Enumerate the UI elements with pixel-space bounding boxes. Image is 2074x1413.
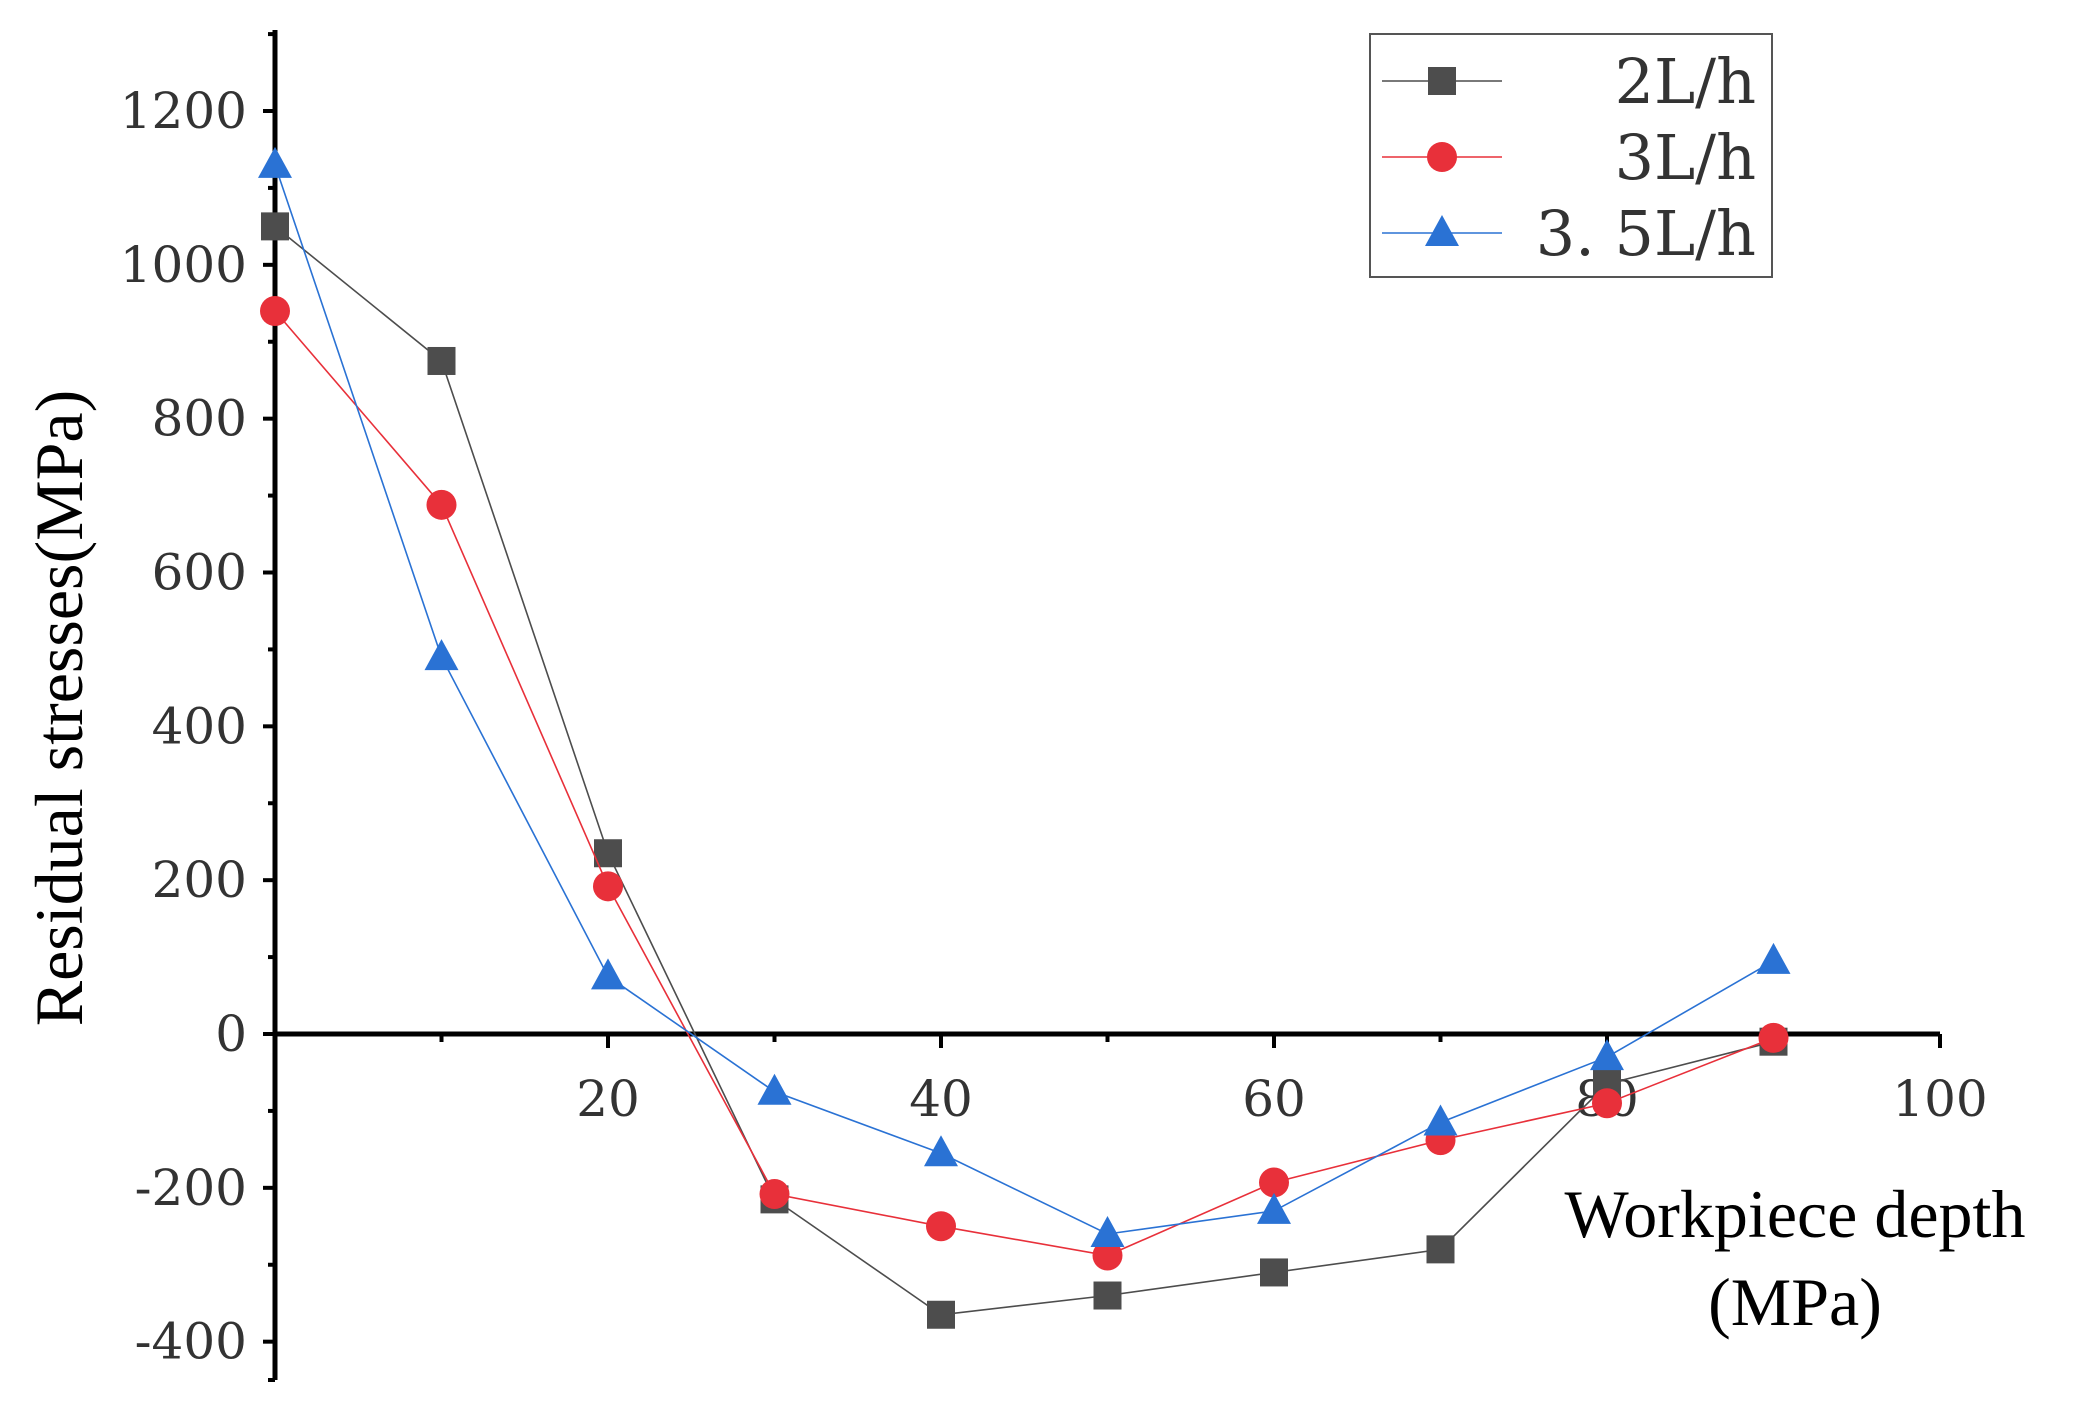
data-point xyxy=(1592,1088,1622,1119)
y-axis-title: Residual stresses(MPa) xyxy=(21,390,97,1026)
data-point xyxy=(757,1073,792,1105)
series-line xyxy=(274,225,1774,1316)
data-point xyxy=(926,1211,956,1242)
legend-label: 3. 5L/h xyxy=(1536,197,1756,270)
legend: 2L/h3L/h3. 5L/h xyxy=(1369,33,1773,278)
legend-label: 3L/h xyxy=(1615,121,1756,194)
data-point xyxy=(1423,1104,1458,1136)
ticks: -400-20002004006008001000120020406080100 xyxy=(120,32,1988,1382)
data-point xyxy=(593,871,623,902)
series-line xyxy=(274,164,1774,1235)
legend-marker xyxy=(1427,142,1457,172)
data-point xyxy=(1590,1039,1624,1071)
data-point xyxy=(591,958,625,990)
y-tick-label: 0 xyxy=(215,1005,247,1063)
series-group xyxy=(258,146,1791,1329)
legend-marker xyxy=(1428,67,1456,95)
data-point xyxy=(424,639,459,671)
y-tick-label: -200 xyxy=(135,1159,247,1217)
series-1 xyxy=(261,212,1788,1329)
y-tick-label: 800 xyxy=(152,390,247,448)
data-point xyxy=(1758,1022,1789,1053)
x-axis-title-unit: (MPa) xyxy=(1708,1264,1882,1340)
data-point xyxy=(1092,1240,1123,1271)
legend-item: 3. 5L/h xyxy=(1382,197,1756,270)
series-2 xyxy=(260,295,1789,1271)
data-point xyxy=(1257,1192,1291,1224)
legend-item: 2L/h xyxy=(1382,45,1756,118)
y-tick-label: -400 xyxy=(135,1313,247,1371)
x-tick-label: 60 xyxy=(1242,1070,1306,1128)
data-point xyxy=(924,1135,958,1167)
data-point xyxy=(261,212,289,241)
data-point xyxy=(427,346,456,375)
data-point xyxy=(1756,942,1791,974)
y-tick-label: 1200 xyxy=(120,82,247,140)
y-tick-label: 600 xyxy=(152,544,247,602)
legend-label: 2L/h xyxy=(1615,45,1756,118)
data-point xyxy=(594,839,622,868)
data-point xyxy=(260,295,290,326)
data-point xyxy=(1260,1258,1288,1287)
data-point xyxy=(1093,1281,1122,1310)
axis-titles: Residual stresses(MPa) Workpiece depth (MP… xyxy=(21,390,2025,1340)
y-tick-label: 400 xyxy=(152,697,247,755)
x-tick-label: 20 xyxy=(576,1070,640,1128)
y-tick-label: 1000 xyxy=(120,236,247,294)
data-point xyxy=(1426,1235,1455,1264)
data-point xyxy=(927,1300,955,1329)
series-3 xyxy=(258,146,1791,1247)
data-point xyxy=(1090,1215,1125,1247)
data-point xyxy=(258,146,292,178)
data-point xyxy=(1259,1167,1289,1198)
legend-marker xyxy=(1425,215,1459,246)
x-tick-label: 40 xyxy=(909,1070,973,1128)
series-line xyxy=(274,310,1774,1257)
y-tick-label: 200 xyxy=(152,851,247,909)
x-tick-label: 100 xyxy=(1892,1070,1987,1128)
x-axis-title: Workpiece depth xyxy=(1565,1176,2026,1252)
data-point xyxy=(426,489,457,520)
data-point xyxy=(759,1178,790,1209)
legend-item: 3L/h xyxy=(1382,121,1756,194)
